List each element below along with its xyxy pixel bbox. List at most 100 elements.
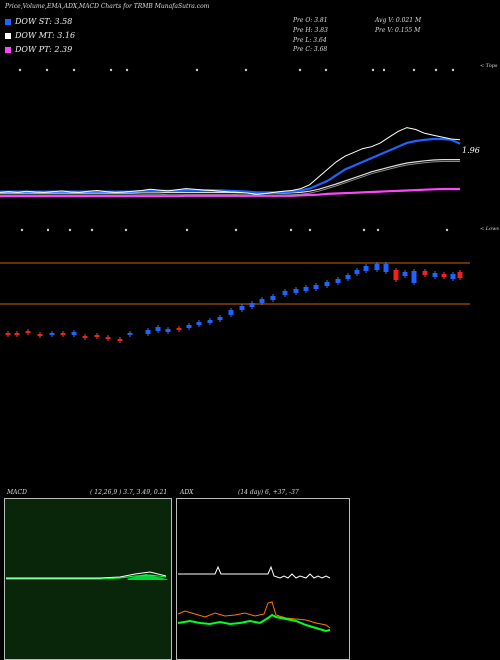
candle-body-35 [383,264,389,272]
series-close-line [0,127,461,195]
candle-body-11 [127,333,133,335]
candle-body-37 [402,272,408,276]
tops-marker-11 [412,68,416,72]
candle-body-10 [117,339,123,341]
stat-pre-open: Pre O: 3.81 [293,17,328,24]
tops-marker-12 [434,68,438,72]
legend-dow-st: DOW ST: 3.58 [5,17,72,26]
candle-body-33 [363,266,369,271]
candle-body-7 [82,336,88,338]
tops-marker-4 [125,68,129,72]
candle-body-17 [196,322,202,325]
legend-swatch-mt [5,33,11,39]
candle-body-41 [441,274,447,277]
candle-body-9 [105,337,111,339]
legend-swatch-pt [5,47,11,53]
candle-body-14 [165,329,171,332]
legend-label-pt: DOW PT: 2.39 [15,45,73,54]
candle-body-18 [207,320,213,323]
lows-marker-8 [308,228,312,232]
tops-marker-6 [244,68,248,72]
candle-body-43 [457,272,463,278]
candle-body-28 [313,285,319,289]
lows-marker-7 [289,228,293,232]
candle-body-38 [411,271,417,283]
adx-params: (14 day) 6, +37, -37 [238,489,299,496]
series-dow-st-line [0,137,461,194]
lows-marker-1 [46,228,50,232]
legend-dow-mt: DOW MT: 3.16 [5,31,75,40]
legend-label-st: DOW ST: 3.58 [15,17,73,26]
lows-marker-9 [362,228,366,232]
candle-body-4 [49,333,55,335]
lows-label: < Lows [480,226,499,232]
adx-panel [176,498,350,660]
lows-marker-3 [90,228,94,232]
tops-marker-10 [382,68,386,72]
stat-pre-low: Pre L: 3.64 [293,37,327,44]
legend-swatch-st [5,19,11,25]
stat-pre-close: Pre C: 3.68 [293,46,328,53]
tops-marker-1 [45,68,49,72]
candle-body-32 [354,270,360,274]
candle-body-16 [186,325,192,328]
series-dow-pt-line [0,187,460,198]
lows-marker-4 [124,228,128,232]
adx-label: ADX [180,489,194,496]
candle-body-24 [270,296,276,300]
macd-params: ( 12,26,9 ) 3.7, 3.49, 0.21 [90,489,168,496]
lows-marker-2 [68,228,72,232]
candle-body-26 [293,289,299,293]
chart-title: Price,Volume,EMA,ADX,MACD Charts for TRM… [5,3,210,10]
candle-body-21 [239,306,245,310]
candle-body-22 [249,303,255,307]
tops-label: < Tops [480,63,498,69]
candle-body-1 [14,333,20,335]
lows-marker-10 [376,228,380,232]
tops-marker-2 [72,68,76,72]
candle-body-27 [303,287,309,291]
candle-body-31 [345,275,351,279]
candle-body-40 [432,273,438,277]
candle-body-0 [5,333,11,335]
candle-body-19 [217,317,223,320]
tops-marker-0 [18,68,22,72]
lows-marker-0 [20,228,24,232]
candle-body-8 [94,335,100,337]
candle-body-20 [228,310,234,315]
candle-body-36 [393,270,399,280]
adx-minus-di-line [177,613,331,633]
candle-body-15 [176,328,182,330]
candle-body-30 [335,279,341,283]
candle-body-5 [60,333,66,335]
legend-dow-pt: DOW PT: 2.39 [5,45,72,54]
tops-marker-9 [371,68,375,72]
tops-marker-3 [109,68,113,72]
candle-body-2 [25,331,31,333]
series-ema-mid-lower [0,161,460,196]
adx-plus-di-line [177,601,331,629]
tops-marker-7 [298,68,302,72]
lows-marker-11 [445,228,449,232]
legend-label-mt: DOW MT: 3.16 [15,31,76,40]
tops-marker-8 [324,68,328,72]
candle-body-6 [71,332,77,335]
stat-pre-high: Pre H: 3.83 [293,27,328,34]
candle-body-13 [155,327,161,331]
candle-body-12 [145,330,151,334]
candle-body-23 [259,299,265,303]
candle-body-25 [282,291,288,295]
price-marker-label: 1.96 [462,146,480,155]
candle-body-29 [324,282,330,286]
candle-body-39 [422,271,428,275]
adx-line [178,565,331,579]
candle-body-42 [450,274,456,279]
lows-marker-6 [234,228,238,232]
candle-body-3 [37,334,43,336]
candle-body-34 [374,264,380,270]
tops-marker-13 [451,68,455,72]
stat-pre-volume: Pre V: 0.155 M [375,27,421,34]
lows-marker-5 [185,228,189,232]
